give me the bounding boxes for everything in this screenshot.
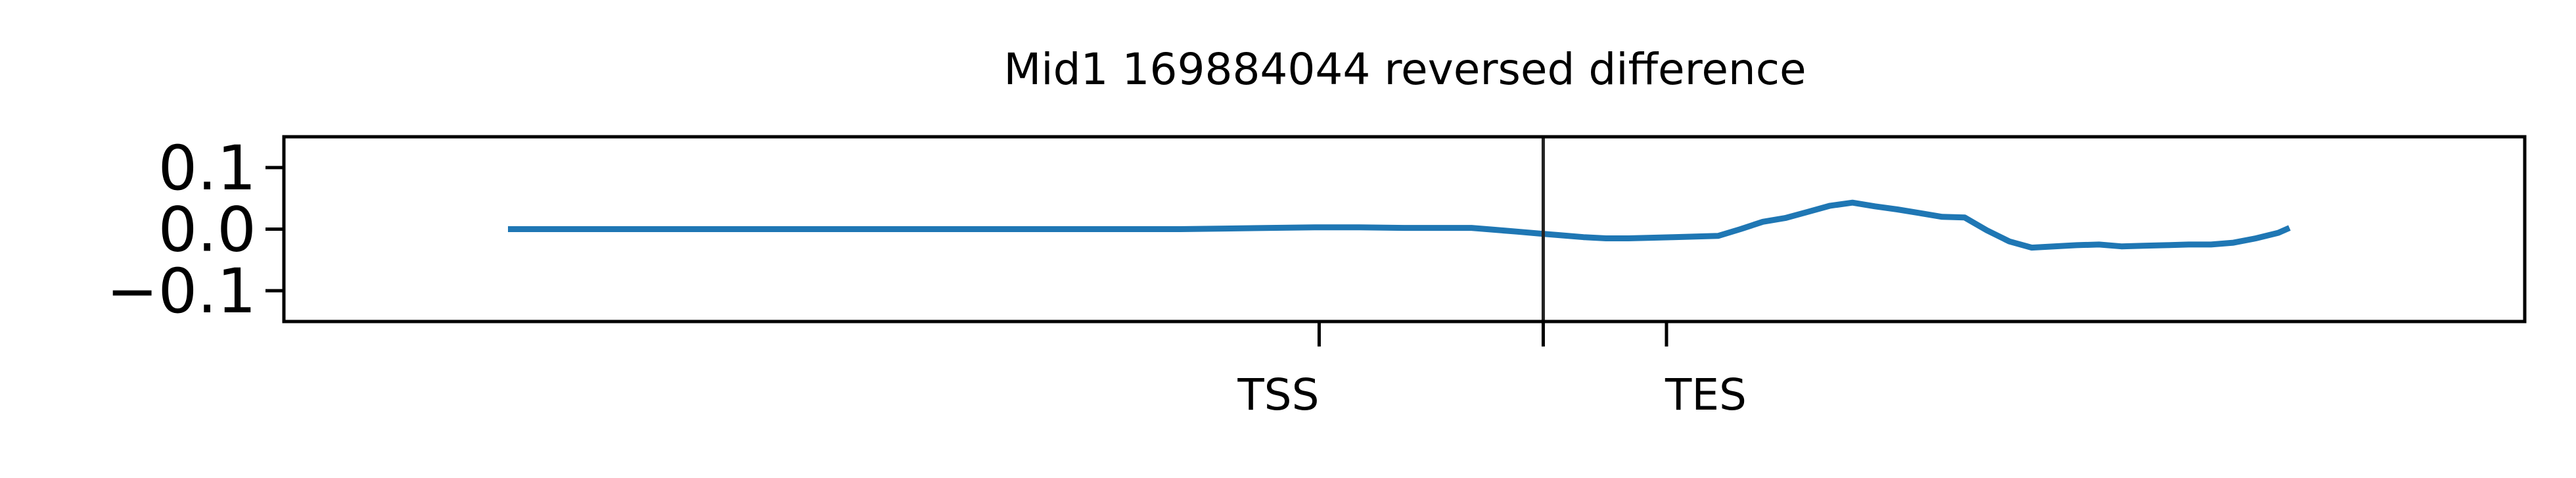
y-axis: 0.10.0−0.1 (106, 133, 284, 327)
chart-title: Mid1 169884044 reversed difference (1003, 44, 1806, 95)
series-line-0 (508, 199, 2291, 251)
x-tick-label: TES (1665, 370, 1747, 420)
y-tick-label: −0.1 (106, 256, 256, 327)
x-axis: TSS TES (1237, 322, 1747, 420)
y-tick-label: 0.0 (158, 195, 257, 266)
plot-area (508, 137, 2291, 322)
x-tick-label: TSS (1237, 370, 1319, 420)
y-tick-label: 0.1 (158, 133, 257, 204)
